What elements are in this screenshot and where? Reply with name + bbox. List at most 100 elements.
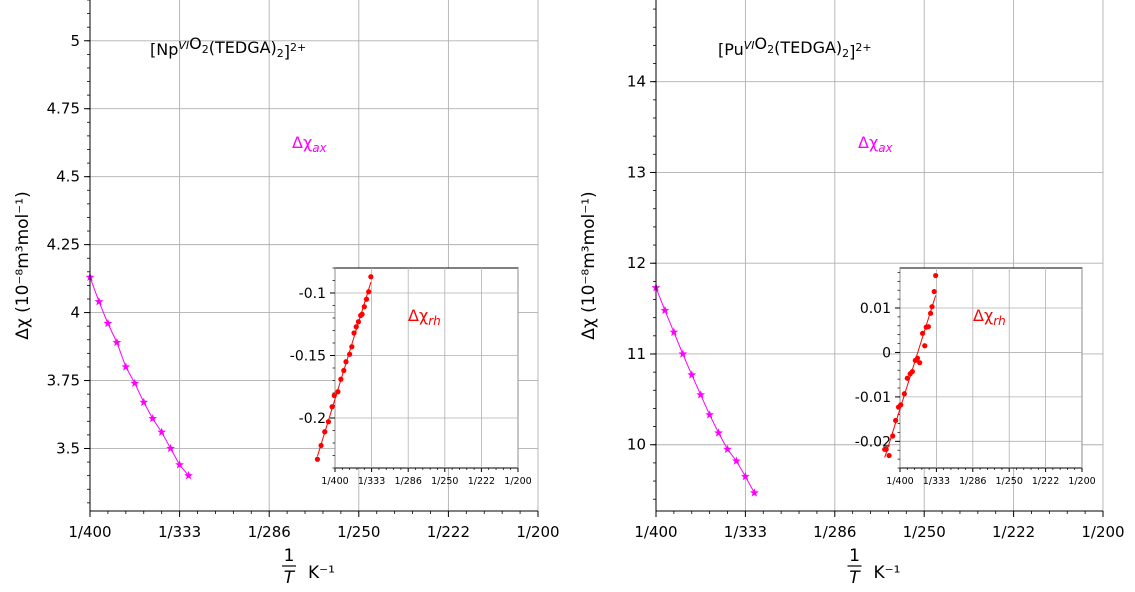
data-point-ax bbox=[678, 349, 688, 358]
inset-data-point-rh bbox=[890, 433, 896, 439]
inset-data-point-rh bbox=[893, 417, 899, 424]
data-point-ax bbox=[705, 410, 715, 419]
y-tick-label: 4 bbox=[70, 304, 80, 322]
inset-data-point-rh bbox=[886, 452, 892, 459]
y-tick-label: 4.75 bbox=[47, 100, 80, 118]
x-axis-title: 1T K⁻¹ bbox=[847, 546, 901, 588]
data-point-ax bbox=[669, 327, 679, 336]
x-axis-title-denominator: T bbox=[284, 568, 296, 588]
inset-x-tick-label: 1/222 bbox=[1032, 476, 1059, 487]
data-point-ax bbox=[723, 444, 732, 453]
inset-data-point-rh bbox=[882, 446, 888, 452]
inset-y-tick-label: -0.2 bbox=[299, 411, 326, 427]
data-point-ax bbox=[732, 456, 741, 465]
data-point-ax bbox=[157, 427, 167, 436]
y-axis-title: Δχ (10⁻⁸m³mol⁻¹) bbox=[13, 191, 33, 339]
inset-y-tick-label: 0.01 bbox=[860, 301, 891, 317]
inset-data-point-rh bbox=[929, 304, 935, 310]
y-tick-label: 12 bbox=[627, 254, 646, 272]
chart-panel-1: 1/400 1/333 1/286 1/250 1/222 1/2001011121314… bbox=[579, 0, 1125, 588]
x-tick-label: 1/400 bbox=[68, 523, 111, 541]
data-point-ax bbox=[103, 318, 113, 328]
inset-x-tick-label: 1/400 bbox=[321, 476, 348, 487]
y-tick-label: 4.25 bbox=[47, 236, 80, 254]
x-tick-label: 1/250 bbox=[337, 523, 380, 541]
series-label-rh: Δχrh bbox=[408, 306, 441, 328]
inset-data-point-rh bbox=[923, 324, 929, 330]
inset-y-tick-label: -0.1 bbox=[299, 286, 326, 302]
inset-panel: 1/400 1/333 1/286 1/250 1/222 1/200 0.01 0 -0.01… bbox=[855, 267, 1096, 487]
y-tick-label: 3.5 bbox=[56, 439, 80, 457]
inset-data-point-rh bbox=[353, 324, 359, 330]
inset-data-point-rh bbox=[904, 375, 910, 381]
x-tick-label: 1/200 bbox=[1081, 523, 1124, 541]
inset-panel: 1/400 1/333 1/286 1/250 1/222 1/200 -0.1 -0.15 -… bbox=[290, 267, 532, 487]
series-label-ax: Δχax bbox=[858, 133, 894, 155]
inset-y-tick-label: -0.15 bbox=[290, 349, 326, 365]
inset-x-tick-label: 1/333 bbox=[923, 476, 950, 487]
data-point-ax bbox=[94, 297, 104, 306]
inset-data-point-rh bbox=[338, 376, 344, 382]
y-tick-label: 13 bbox=[627, 163, 646, 181]
inset-data-point-rh bbox=[347, 351, 353, 357]
inset-x-tick-label: 1/286 bbox=[395, 476, 422, 487]
y-tick-label: 3.75 bbox=[47, 372, 80, 390]
inset-data-point-rh bbox=[329, 404, 335, 410]
x-axis-title: 1T K⁻¹ bbox=[282, 546, 335, 588]
series-label-rh: Δχrh bbox=[973, 306, 1006, 328]
inset-x-tick-label: 1/222 bbox=[468, 476, 495, 487]
inset-x-tick-label: 1/286 bbox=[959, 476, 986, 487]
y-tick-label: 11 bbox=[627, 345, 646, 363]
data-point-ax bbox=[112, 337, 122, 347]
y-tick-label: 10 bbox=[627, 436, 646, 454]
inset-data-point-rh bbox=[355, 319, 362, 325]
inset-data-point-rh bbox=[907, 371, 913, 377]
inset-data-point-rh bbox=[361, 304, 367, 310]
inset-x-tick-label: 1/250 bbox=[431, 476, 458, 487]
compound-annotation: [NpVIO2(TEDGA)2]2+ bbox=[150, 34, 306, 61]
data-point-ax bbox=[714, 428, 723, 437]
x-axis-title-numerator: 1 bbox=[284, 546, 295, 566]
data-point-ax bbox=[166, 443, 176, 453]
inset-y-tick-label: -0.01 bbox=[855, 390, 891, 406]
inset-data-point-rh bbox=[335, 389, 341, 395]
inset-data-point-rh bbox=[349, 344, 355, 350]
x-tick-label: 1/286 bbox=[248, 523, 291, 541]
data-point-ax bbox=[121, 362, 131, 371]
inset-x-tick-label: 1/400 bbox=[886, 476, 913, 487]
inset-data-point-rh bbox=[912, 357, 918, 364]
inset-data-point-rh bbox=[901, 391, 907, 397]
inset-fit-line bbox=[884, 295, 937, 458]
data-point-ax bbox=[184, 471, 193, 480]
y-tick-label: 14 bbox=[627, 73, 646, 91]
y-tick-label: 4.5 bbox=[56, 168, 80, 186]
series-label-ax: Δχax bbox=[292, 133, 328, 155]
inset-x-tick-label: 1/200 bbox=[504, 476, 531, 487]
data-point-ax bbox=[148, 413, 158, 423]
x-axis-title-numerator: 1 bbox=[849, 546, 860, 566]
inset-data-point-rh bbox=[366, 289, 372, 295]
chart-panel-0: 1/400 1/333 1/286 1/250 1/222 1/200 3.5 3.75 4 4.… bbox=[13, 0, 560, 588]
y-tick-label: 5 bbox=[70, 32, 80, 50]
inset-data-point-rh bbox=[917, 360, 923, 366]
inset-data-point-rh bbox=[931, 288, 937, 295]
data-point-ax bbox=[749, 488, 759, 497]
x-axis-title-unit: K⁻¹ bbox=[874, 563, 901, 583]
inset-data-point-rh bbox=[895, 404, 902, 410]
data-point-ax bbox=[130, 378, 140, 387]
data-point-ax bbox=[687, 370, 697, 379]
x-tick-label: 1/333 bbox=[158, 523, 201, 541]
series-line-ax bbox=[655, 287, 755, 494]
inset-data-point-rh bbox=[933, 272, 939, 279]
inset-y-tick-label: 0 bbox=[882, 345, 891, 361]
inset-frame bbox=[334, 267, 519, 469]
inset-data-point-rh bbox=[927, 310, 934, 316]
inset-frame bbox=[899, 267, 1083, 469]
data-point-ax bbox=[660, 305, 670, 315]
inset-data-point-rh bbox=[368, 274, 374, 280]
inset-data-point-rh bbox=[341, 367, 347, 374]
inset-x-tick-label: 1/200 bbox=[1068, 476, 1095, 487]
compound-annotation: [PuVIO2(TEDGA)2]2+ bbox=[718, 34, 872, 61]
x-tick-label: 1/222 bbox=[427, 523, 470, 541]
